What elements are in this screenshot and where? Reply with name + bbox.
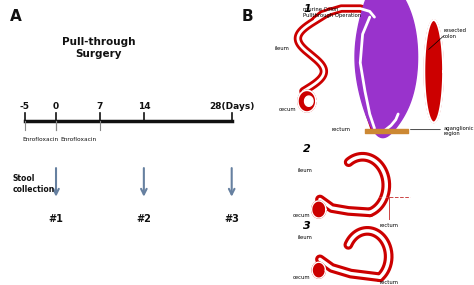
Text: 2: 2 (303, 144, 311, 154)
Polygon shape (312, 201, 326, 218)
Text: ileum: ileum (298, 235, 313, 241)
Text: -5: -5 (19, 102, 30, 111)
Polygon shape (312, 262, 325, 278)
Text: 28(Days): 28(Days) (209, 102, 255, 111)
Text: cecum: cecum (293, 213, 310, 218)
Text: Pull-through
Surgery: Pull-through Surgery (62, 37, 136, 59)
Text: 14: 14 (137, 102, 150, 111)
Text: murine Colon
Pullthrough Operation: murine Colon Pullthrough Operation (303, 7, 362, 18)
Text: cecum: cecum (279, 107, 296, 112)
Text: Stool
collection: Stool collection (12, 174, 55, 194)
Text: rectum: rectum (379, 223, 398, 228)
Text: ileum: ileum (298, 168, 313, 174)
Text: Enrofloxacin: Enrofloxacin (22, 137, 58, 142)
Text: A: A (10, 9, 22, 24)
Polygon shape (298, 90, 316, 112)
Text: 3: 3 (303, 221, 311, 231)
Text: cecum: cecum (293, 275, 310, 280)
Text: 7: 7 (97, 102, 103, 111)
Text: rectum: rectum (379, 280, 398, 285)
Text: aganglionic
region: aganglionic region (443, 126, 474, 137)
Text: #3: #3 (224, 214, 239, 224)
Text: #1: #1 (48, 214, 64, 224)
Text: rectum: rectum (332, 127, 351, 132)
Text: ileum: ileum (274, 46, 289, 51)
Polygon shape (305, 96, 313, 106)
Text: Enrofloxacin: Enrofloxacin (60, 137, 96, 142)
Text: 0: 0 (53, 102, 59, 111)
Text: #2: #2 (137, 214, 151, 224)
Text: 1: 1 (303, 4, 311, 14)
Text: B: B (242, 9, 254, 24)
Text: resected
colon: resected colon (443, 28, 466, 39)
Polygon shape (424, 20, 443, 123)
Polygon shape (355, 0, 418, 138)
